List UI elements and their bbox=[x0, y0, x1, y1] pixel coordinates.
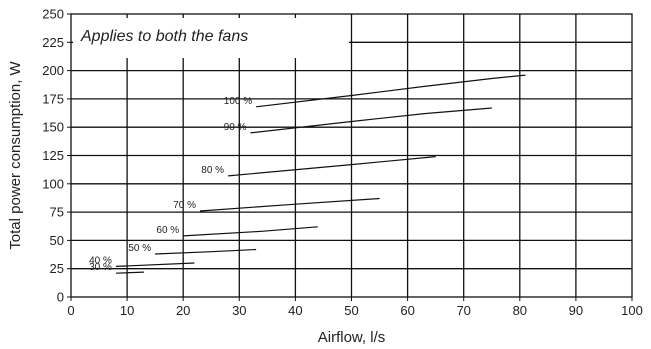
curves: 100 % 90 % 80 % 70 % 60 % 50 % 40 %30 % bbox=[89, 74, 526, 274]
curve-label: 60 % bbox=[156, 225, 179, 236]
x-tick-label: 90 bbox=[569, 303, 583, 318]
curve-label: 90 % bbox=[224, 122, 247, 133]
x-tick-label: 20 bbox=[176, 303, 190, 318]
y-tick-labels: 0 25 50 75 100 125 150 175 200 225 250 bbox=[42, 7, 64, 305]
curve-label: 80 % bbox=[201, 165, 224, 176]
curve-label: 70 % bbox=[173, 200, 196, 211]
x-tick-label: 60 bbox=[400, 303, 414, 318]
curve-label: 30 % bbox=[89, 262, 112, 273]
y-tick-label: 0 bbox=[57, 290, 64, 305]
curve-line bbox=[250, 107, 492, 134]
x-tick-label: 40 bbox=[288, 303, 302, 318]
y-tick-label: 125 bbox=[42, 148, 64, 163]
x-tick-label: 50 bbox=[344, 303, 358, 318]
y-tick-label: 250 bbox=[42, 7, 64, 22]
x-tick-label: 70 bbox=[456, 303, 470, 318]
x-axis-label: Airflow, l/s bbox=[318, 329, 386, 346]
y-axis-label: Total power consumption, W bbox=[7, 60, 24, 249]
curve-label: 100 % bbox=[224, 96, 252, 107]
curve-line bbox=[115, 271, 144, 274]
y-tick-label: 100 bbox=[42, 176, 64, 191]
curve-line bbox=[228, 156, 436, 177]
curve-label: 50 % bbox=[128, 243, 151, 254]
y-tick-label: 50 bbox=[50, 233, 64, 248]
x-tick-label: 100 bbox=[621, 303, 643, 318]
x-tick-label: 30 bbox=[232, 303, 246, 318]
curve-line bbox=[155, 248, 257, 255]
x-tick-label: 0 bbox=[67, 303, 74, 318]
y-tick-label: 75 bbox=[50, 205, 64, 220]
y-tick-label: 175 bbox=[42, 91, 64, 106]
y-tick-label: 200 bbox=[42, 63, 64, 78]
annotation-text: Applies to both the fans bbox=[80, 28, 248, 45]
curve-line bbox=[183, 226, 318, 237]
grid bbox=[67, 13, 633, 301]
y-tick-label: 150 bbox=[42, 120, 64, 135]
x-tick-label: 80 bbox=[513, 303, 527, 318]
y-tick-label: 225 bbox=[42, 35, 64, 50]
curve-line bbox=[115, 262, 195, 267]
x-tick-label: 10 bbox=[120, 303, 134, 318]
annotation-box bbox=[73, 18, 349, 58]
plot-frame bbox=[70, 13, 633, 298]
y-tick-label: 25 bbox=[50, 261, 64, 276]
x-tick-labels: 0 10 20 30 40 50 60 70 80 90 100 bbox=[67, 303, 642, 318]
curve-label: 40 % bbox=[89, 255, 112, 266]
curve-line bbox=[256, 74, 526, 108]
curve-line bbox=[199, 197, 380, 212]
